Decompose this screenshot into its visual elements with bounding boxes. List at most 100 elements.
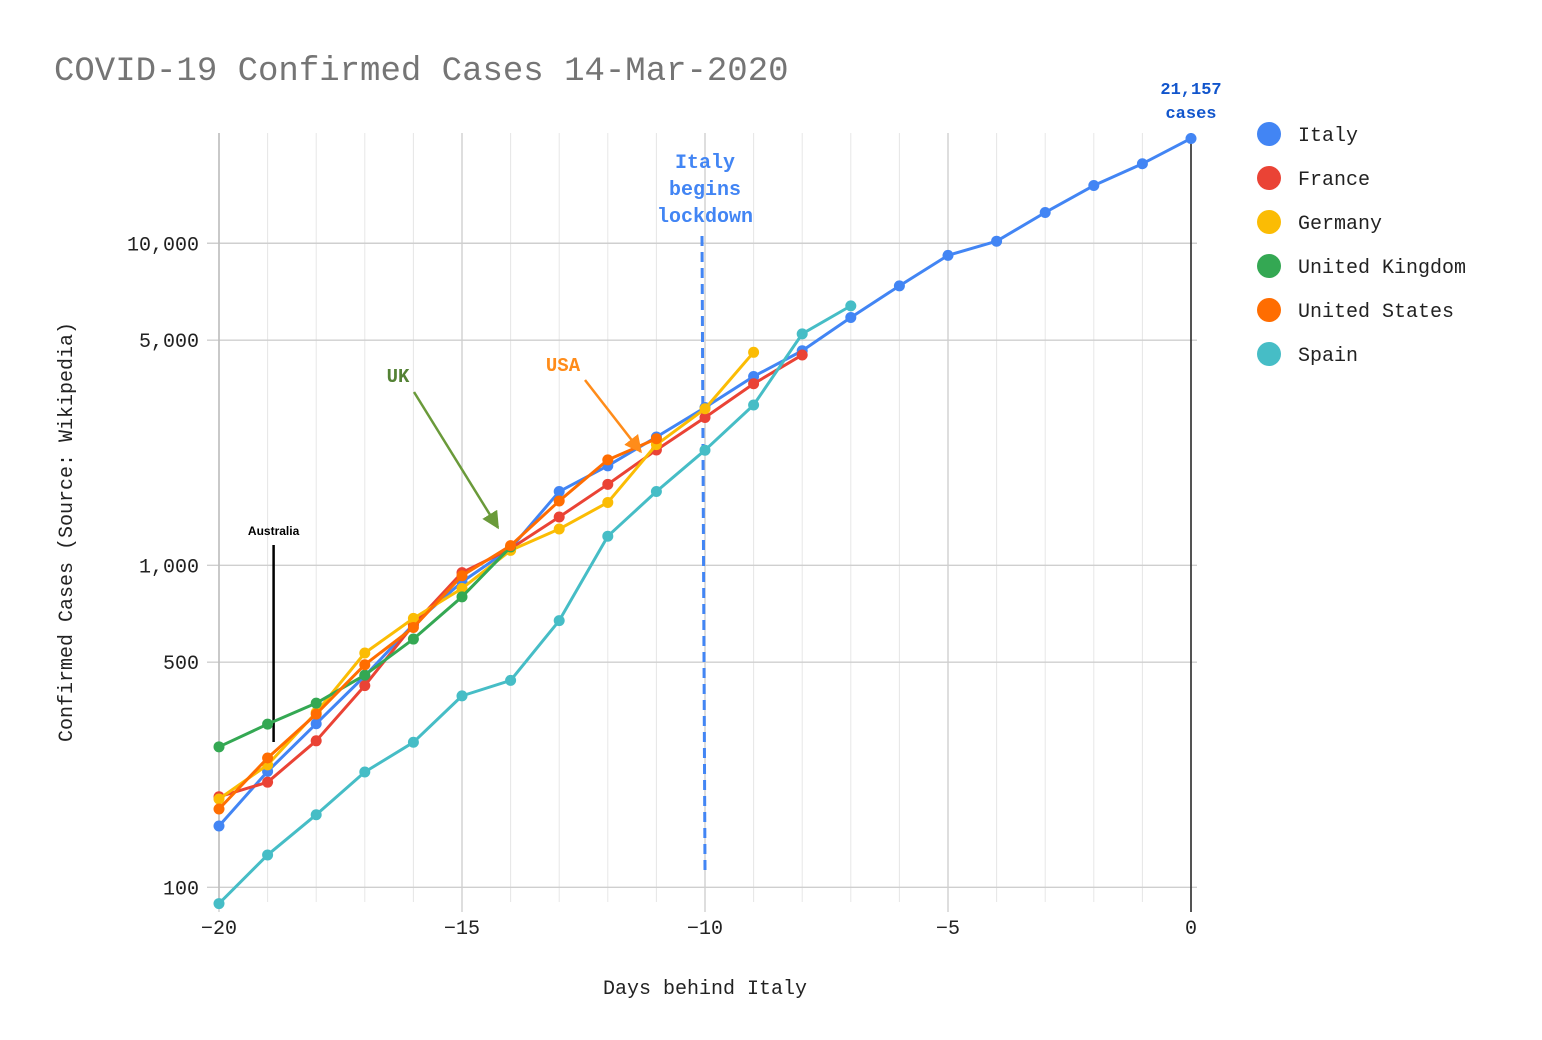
data-point (359, 647, 371, 659)
data-point (407, 612, 419, 624)
australia-annotation: Australia (248, 524, 300, 538)
series-line (218, 351, 755, 801)
series-spain (213, 300, 857, 910)
y-tick-label: 5,000 (139, 331, 199, 354)
x-tick-label: −15 (444, 918, 480, 941)
axes: 100 500 1,000 5,000 10,000 −20 −15 −10 −5 0 (127, 133, 1197, 941)
data-point (553, 511, 565, 523)
series-united-states (213, 433, 662, 815)
data-point (213, 803, 225, 815)
data-point (602, 496, 614, 508)
legend-swatch (1257, 254, 1281, 278)
data-point (1136, 158, 1148, 170)
legend-swatch (1257, 342, 1281, 366)
data-point (1088, 180, 1100, 192)
data-point (262, 718, 274, 730)
data-point (602, 530, 614, 542)
x-tick-label: −20 (201, 918, 237, 941)
data-point (310, 809, 322, 821)
data-point (553, 495, 565, 507)
data-point (748, 399, 760, 411)
data-point (845, 300, 857, 312)
series-layer (213, 132, 1197, 910)
legend-item: United Kingdom (1257, 254, 1466, 280)
data-point (262, 752, 274, 764)
annotations: Italy begins lockdown 21,157 cases UK USA Austr… (248, 81, 1222, 538)
data-point (748, 378, 760, 390)
data-point (505, 540, 517, 552)
legend-swatch (1257, 298, 1281, 322)
data-point (456, 570, 468, 582)
chart-title: COVID-19 Confirmed Cases 14-Mar-2020 (54, 53, 789, 91)
series-line (217, 437, 657, 811)
final-count-annotation: 21,157 (1160, 81, 1221, 100)
data-point (942, 249, 954, 261)
data-point (213, 820, 225, 832)
data-point (262, 776, 274, 788)
legend-label: United Kingdom (1298, 257, 1466, 280)
legend-item: Italy (1257, 122, 1358, 148)
y-tick-label: 1,000 (139, 556, 199, 579)
data-point (213, 793, 225, 805)
data-point (359, 669, 371, 681)
data-point (456, 690, 468, 702)
legend-swatch (1257, 210, 1281, 234)
usa-annotation: USA (546, 355, 581, 377)
data-point (310, 697, 322, 709)
data-point (845, 311, 857, 323)
legend-label: Spain (1298, 345, 1358, 368)
data-point (359, 659, 371, 671)
legend-item: France (1257, 166, 1370, 192)
y-tick-label: 10,000 (127, 234, 199, 257)
y-tick-label: 100 (163, 878, 199, 901)
y-axis-label: Confirmed Cases (Source: Wikipedia) (56, 322, 79, 742)
data-point (505, 674, 517, 686)
legend-item: Germany (1257, 210, 1382, 236)
usa-arrow (584, 379, 642, 454)
data-point (359, 680, 371, 692)
data-point (407, 633, 419, 645)
data-point (796, 328, 808, 340)
data-point (310, 718, 322, 730)
data-point (213, 741, 225, 753)
data-point (650, 433, 662, 445)
legend-swatch (1257, 166, 1281, 190)
legend-item: Spain (1257, 342, 1358, 368)
data-point (699, 403, 711, 415)
data-point (553, 486, 565, 498)
data-point (748, 346, 760, 358)
data-point (407, 621, 419, 633)
lockdown-annotation: Italy (675, 152, 735, 175)
y-tick-label: 500 (163, 653, 199, 676)
annotations-lines (272, 235, 707, 871)
data-point (456, 591, 468, 603)
data-point (796, 349, 808, 361)
data-point (553, 615, 565, 627)
uk-annotation: UK (387, 366, 410, 388)
legend-label: Italy (1298, 125, 1358, 148)
data-point (310, 708, 322, 720)
data-point (213, 898, 225, 910)
final-count-annotation: cases (1165, 105, 1216, 124)
lockdown-annotation: begins (669, 179, 741, 202)
data-point (650, 485, 662, 497)
data-point (1185, 132, 1197, 144)
data-point (262, 849, 274, 861)
series-line (217, 304, 852, 905)
legend-label: Germany (1298, 213, 1382, 236)
legend-label: France (1298, 169, 1370, 192)
series-germany (213, 346, 760, 805)
data-point (991, 235, 1003, 247)
data-point (893, 280, 905, 292)
legend-label: United States (1298, 301, 1454, 324)
data-point (310, 735, 322, 747)
lockdown-annotation: lockdown (657, 206, 753, 229)
data-point (699, 444, 711, 456)
data-point (553, 523, 565, 535)
legend: Italy France Germany United Kingdom United S… (1257, 122, 1466, 368)
legend-item: United States (1257, 298, 1454, 324)
data-point (699, 412, 711, 424)
data-point (602, 478, 614, 490)
data-point (1039, 206, 1051, 218)
